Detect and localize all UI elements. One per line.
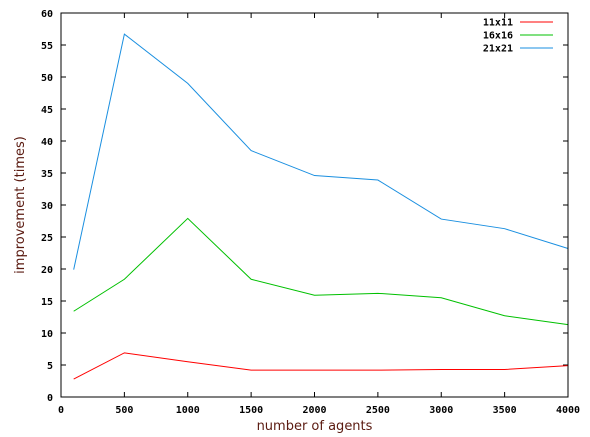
series-line-21x21 xyxy=(73,33,569,270)
y-tick-label: 30 xyxy=(41,201,53,212)
x-tick-label: 4000 xyxy=(556,405,580,416)
y-tick-label: 35 xyxy=(41,169,53,180)
x-tick-label: 500 xyxy=(115,405,133,416)
x-tick-label: 2000 xyxy=(302,405,326,416)
y-tick-labels: 0 5 10 15 20 25 30 35 40 45 50 55 60 xyxy=(41,9,53,404)
axis-ticks xyxy=(60,12,569,398)
plot-frame xyxy=(60,12,569,398)
series-line-16x16 xyxy=(73,217,569,326)
x-tick-label: 3500 xyxy=(493,405,517,416)
y-tick-label: 10 xyxy=(41,329,53,340)
x-axis-title: number of agents xyxy=(257,419,373,434)
y-tick-label: 25 xyxy=(41,233,53,244)
x-tick-label: 3000 xyxy=(429,405,453,416)
series-lines xyxy=(73,33,569,380)
x-tick-labels: 0 500 1000 1500 2000 2500 3000 3500 4000 xyxy=(58,405,580,416)
x-tick-label: 2500 xyxy=(366,405,390,416)
y-tick-label: 60 xyxy=(41,9,53,20)
y-tick-label: 15 xyxy=(41,297,53,308)
y-tick-label: 5 xyxy=(47,361,53,372)
y-tick-label: 45 xyxy=(41,105,53,116)
legend-label: 11x11 xyxy=(483,18,513,29)
series-line-11x11 xyxy=(73,352,569,380)
x-tick-label: 1000 xyxy=(176,405,200,416)
x-tick-label: 0 xyxy=(58,405,64,416)
y-tick-label: 20 xyxy=(41,265,53,276)
y-tick-label: 0 xyxy=(47,393,53,404)
y-tick-label: 40 xyxy=(41,137,53,148)
legend: 11x11 16x16 21x21 xyxy=(483,18,553,55)
y-tick-label: 50 xyxy=(41,73,53,84)
legend-label: 21x21 xyxy=(483,44,513,55)
y-tick-label: 55 xyxy=(41,41,53,52)
legend-label: 16x16 xyxy=(483,31,513,42)
x-tick-label: 1500 xyxy=(239,405,263,416)
y-axis-title: improvement (times) xyxy=(13,136,28,274)
